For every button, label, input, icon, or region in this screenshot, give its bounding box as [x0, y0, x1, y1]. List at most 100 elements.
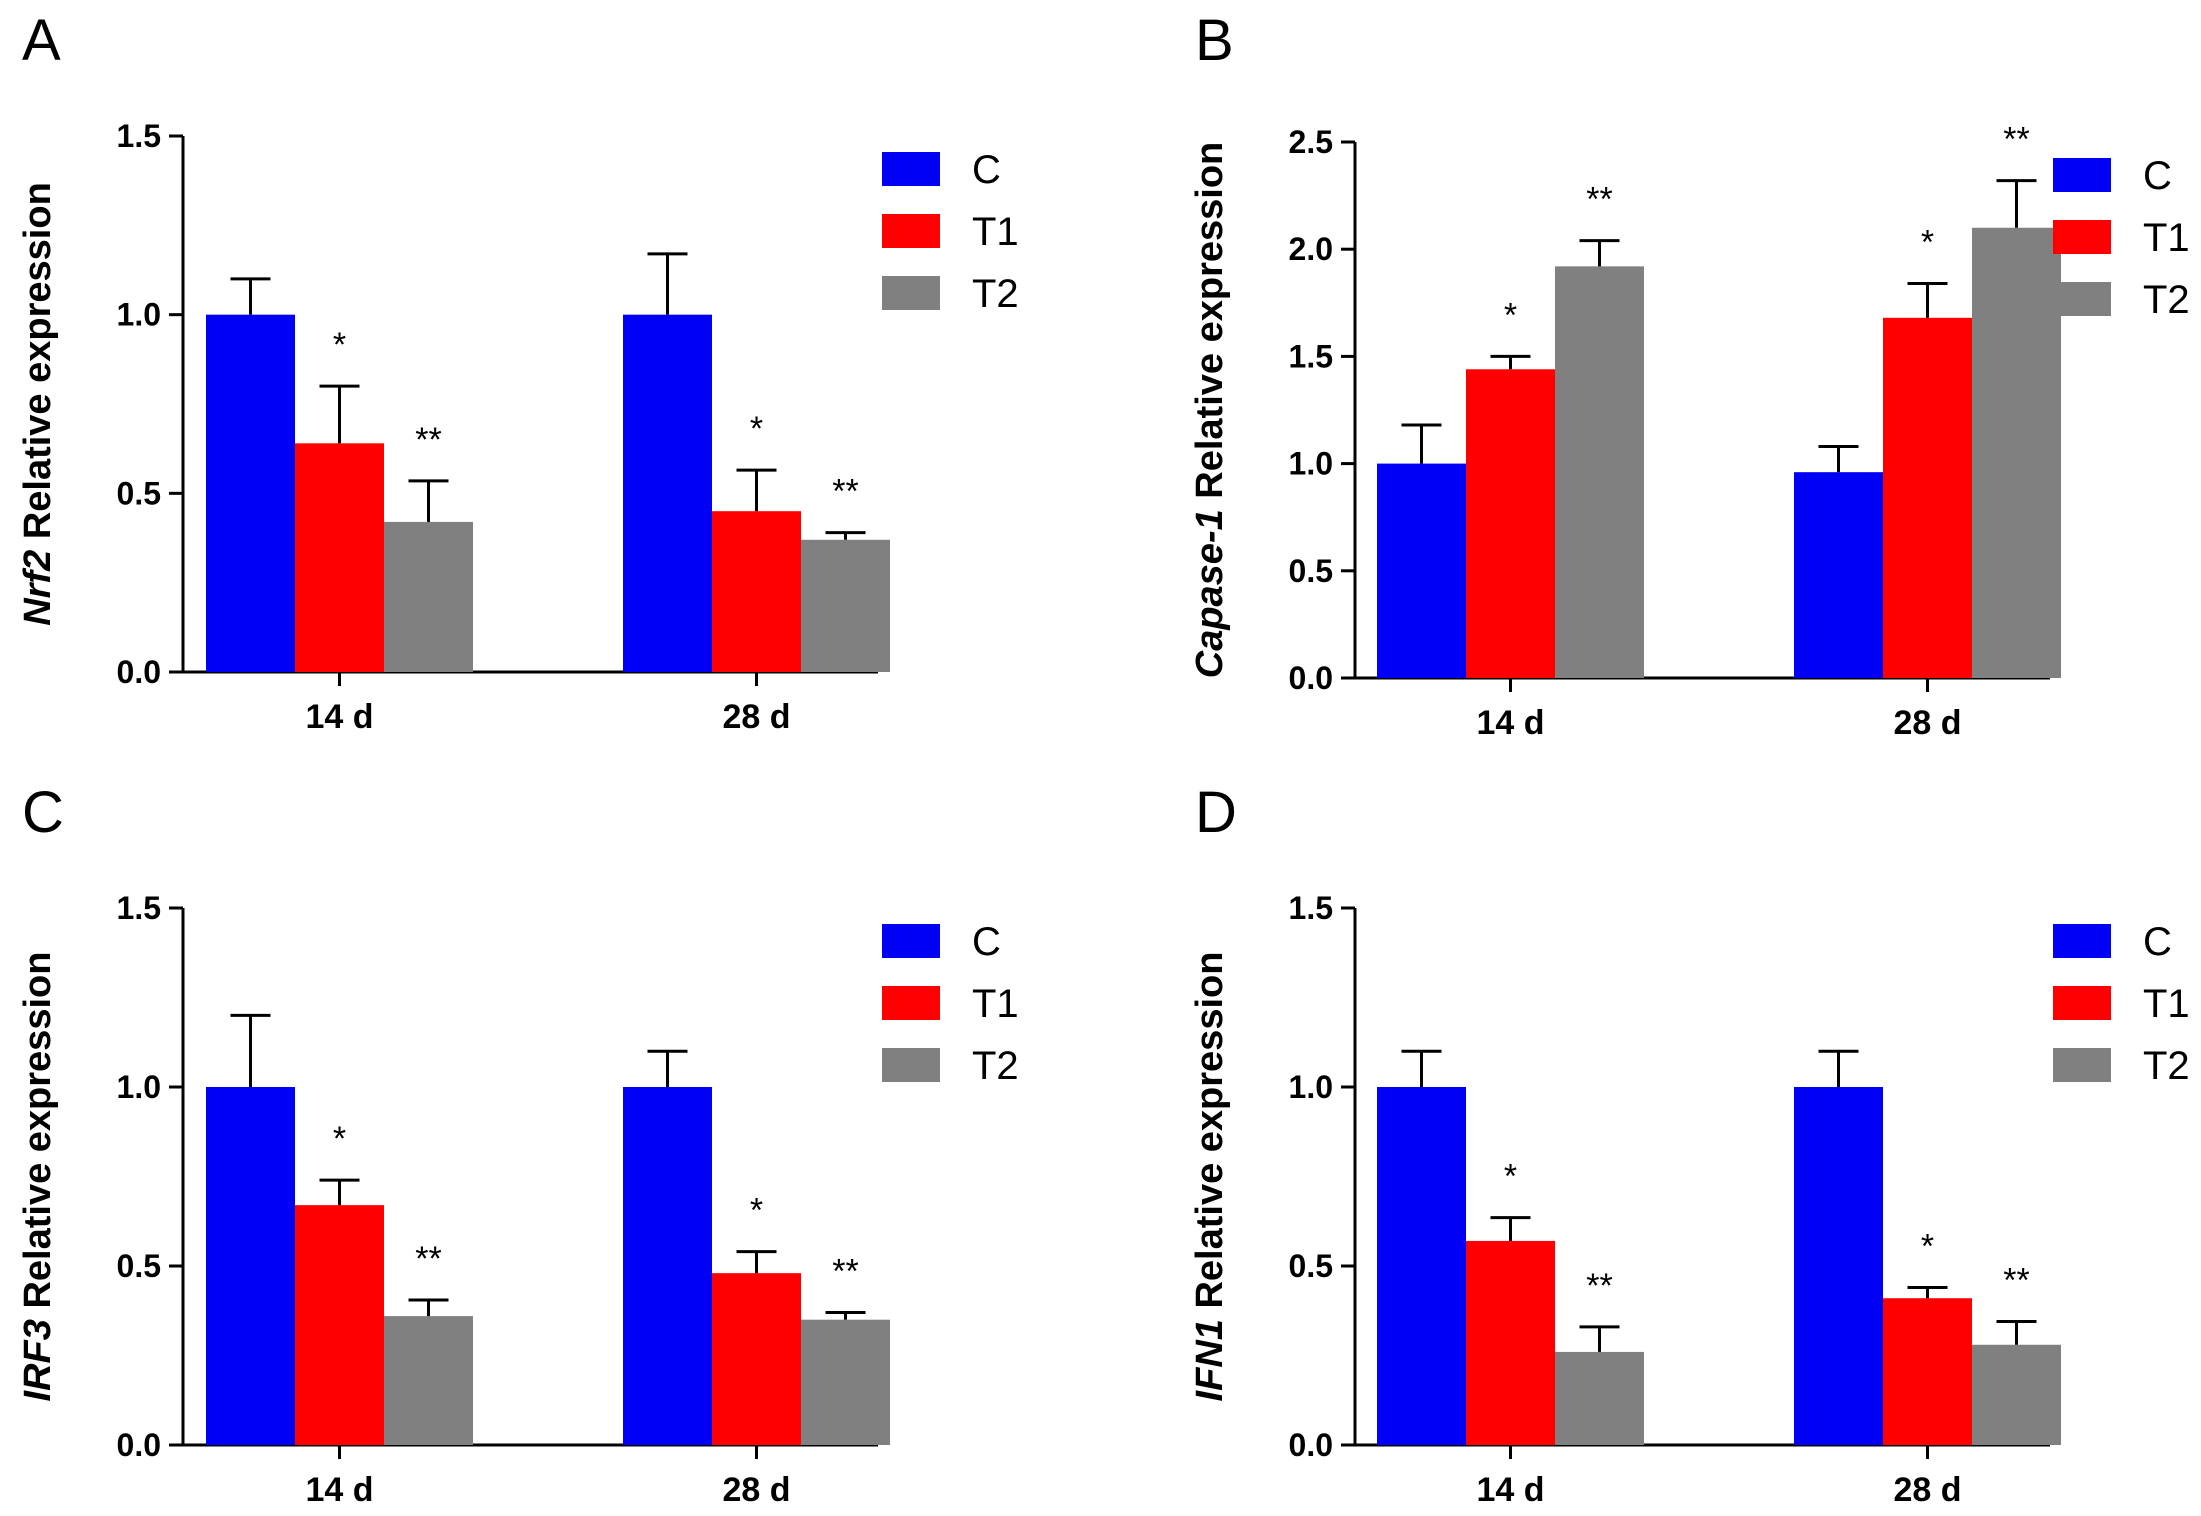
- legend-swatch-t1: [2053, 220, 2111, 254]
- bar-t2: [1555, 266, 1644, 678]
- y-tick-label: 0.0: [117, 654, 161, 690]
- x-category-label: 14 d: [305, 1471, 373, 1509]
- bar-t1: [1883, 317, 1972, 678]
- significance-label: *: [333, 326, 346, 364]
- legend-label: T1: [2143, 982, 2190, 1026]
- x-category-label: 14 d: [305, 698, 373, 736]
- legend-swatch-t2: [882, 276, 940, 310]
- legend-swatch-t2: [2053, 282, 2111, 316]
- x-category-label: 28 d: [1893, 1471, 1961, 1509]
- panel-letter: A: [22, 8, 61, 73]
- significance-label: *: [1921, 1227, 1934, 1265]
- significance-label: **: [415, 1240, 441, 1278]
- bar-c: [1377, 463, 1466, 678]
- significance-label: **: [2003, 1261, 2029, 1299]
- legend-label: C: [2143, 154, 2172, 198]
- bar-t1: [1466, 369, 1555, 678]
- bar-c: [1794, 472, 1883, 678]
- y-tick-label: 1.0: [117, 297, 161, 333]
- bar-t1: [712, 1273, 801, 1445]
- legend-label: T2: [972, 1044, 1019, 1088]
- y-tick-label: 1.0: [1289, 446, 1333, 482]
- legend-label: T2: [972, 272, 1019, 316]
- bar-t1: [295, 1205, 384, 1445]
- bar-c: [206, 1087, 295, 1445]
- significance-label: *: [1921, 224, 1934, 262]
- panel-letter: C: [22, 780, 64, 845]
- bar-c: [623, 1087, 712, 1445]
- y-tick-label: 1.5: [1289, 890, 1333, 926]
- panel-letter: D: [1195, 780, 1237, 845]
- significance-label: **: [832, 1253, 858, 1291]
- y-axis-label: IFN1 Relative expression: [1189, 952, 1231, 1402]
- bar-c: [1377, 1087, 1466, 1445]
- y-tick-label: 0.5: [1289, 553, 1333, 589]
- legend-label: T2: [2143, 1044, 2190, 1088]
- significance-label: *: [750, 1192, 763, 1230]
- significance-label: *: [750, 410, 763, 448]
- y-axis-label-gene: IFN1: [1189, 1319, 1231, 1401]
- significance-label: **: [2003, 121, 2029, 159]
- legend-swatch-t2: [882, 1048, 940, 1082]
- x-category-label: 14 d: [1476, 1471, 1544, 1509]
- x-category-label: 28 d: [1893, 704, 1961, 742]
- bar-c: [623, 314, 712, 672]
- bar-t2: [1972, 1344, 2061, 1445]
- panel-b: B 0.0 0.5 1.0 1.5 2.0 2.5 Capase-1 Relative exp…: [1189, 8, 2190, 742]
- y-tick-label: 1.0: [117, 1069, 161, 1105]
- x-category-label: 28 d: [722, 1471, 790, 1509]
- y-axis-label: Nrf2 Relative expression: [17, 182, 59, 626]
- legend-swatch-t1: [882, 214, 940, 248]
- y-tick-label: 1.0: [1289, 1069, 1333, 1105]
- significance-label: **: [1586, 181, 1612, 219]
- y-tick-label: 0.5: [117, 1248, 161, 1284]
- y-axis-label-text: Relative expression: [1189, 142, 1231, 510]
- legend-swatch-c: [2053, 924, 2111, 958]
- y-tick-label: 1.5: [1289, 338, 1333, 374]
- y-tick-label: 2.5: [1289, 124, 1333, 160]
- bar-t1: [1466, 1240, 1555, 1445]
- significance-label: *: [1504, 1158, 1517, 1196]
- y-tick-label: 0.5: [1289, 1248, 1333, 1284]
- y-axis-label: IRF3 Relative expression: [17, 952, 59, 1402]
- significance-label: *: [333, 1120, 346, 1158]
- significance-label: **: [1586, 1267, 1612, 1305]
- legend-swatch-c: [2053, 158, 2111, 192]
- legend-swatch-c: [882, 924, 940, 958]
- bar-t2: [384, 521, 473, 672]
- legend-label: C: [2143, 920, 2172, 964]
- legend-swatch-c: [882, 152, 940, 186]
- bar-t1: [712, 511, 801, 672]
- y-axis-label-gene: IRF3: [17, 1319, 59, 1401]
- significance-label: **: [832, 473, 858, 511]
- legend-swatch-t1: [2053, 986, 2111, 1020]
- x-category-label: 14 d: [1476, 704, 1544, 742]
- legend-label: T1: [972, 210, 1019, 254]
- significance-label: *: [1504, 296, 1517, 334]
- legend-label: T1: [972, 982, 1019, 1026]
- legend-label: T1: [2143, 216, 2190, 260]
- bar-t1: [295, 443, 384, 672]
- y-axis-label: Capase-1 Relative expression: [1189, 142, 1231, 679]
- legend-label: C: [972, 920, 1001, 964]
- y-tick-label: 2.0: [1289, 231, 1333, 267]
- bar-t2: [801, 1319, 890, 1445]
- legend-swatch-t1: [882, 986, 940, 1020]
- legend-label: T2: [2143, 278, 2190, 322]
- y-axis-label-text: Relative expression: [1189, 952, 1231, 1320]
- legend-swatch-t2: [2053, 1048, 2111, 1082]
- bar-t1: [1883, 1298, 1972, 1445]
- x-category-label: 28 d: [722, 698, 790, 736]
- y-axis-label-text: Relative expression: [17, 952, 59, 1320]
- bar-c: [206, 314, 295, 672]
- bar-c: [1794, 1087, 1883, 1445]
- y-tick-label: 0.5: [117, 475, 161, 511]
- y-axis-label-gene: Nrf2: [17, 550, 59, 626]
- y-tick-label: 0.0: [1289, 1427, 1333, 1463]
- y-tick-label: 1.5: [117, 890, 161, 926]
- bar-t2: [1555, 1351, 1644, 1445]
